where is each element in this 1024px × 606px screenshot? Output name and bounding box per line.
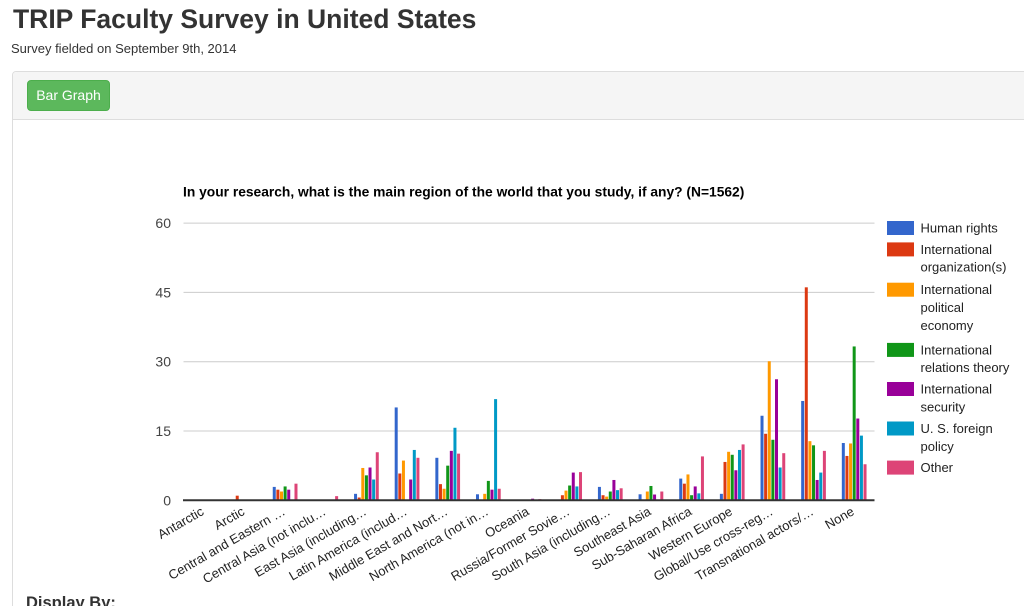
svg-text:30: 30 — [155, 354, 171, 370]
svg-text:Human rights: Human rights — [921, 221, 999, 236]
svg-text:policy: policy — [921, 439, 955, 454]
svg-text:None: None — [822, 504, 856, 533]
svg-text:organization(s): organization(s) — [921, 260, 1007, 275]
svg-text:45: 45 — [155, 284, 171, 300]
svg-text:International: International — [921, 382, 993, 397]
svg-text:In your research, what is the: In your research, what is the main regio… — [183, 185, 744, 200]
svg-text:15: 15 — [155, 423, 171, 439]
svg-text:International: International — [921, 242, 993, 257]
svg-text:economy: economy — [921, 318, 974, 333]
svg-text:Antarctic: Antarctic — [155, 503, 207, 542]
svg-text:relations theory: relations theory — [921, 360, 1010, 375]
svg-text:60: 60 — [155, 215, 171, 231]
svg-text:U. S. foreign: U. S. foreign — [921, 421, 993, 436]
svg-text:International: International — [921, 342, 993, 357]
svg-text:political: political — [921, 300, 964, 315]
svg-text:0: 0 — [163, 492, 171, 508]
svg-text:Other: Other — [921, 460, 954, 475]
svg-text:security: security — [921, 399, 966, 414]
svg-text:International: International — [921, 282, 993, 297]
